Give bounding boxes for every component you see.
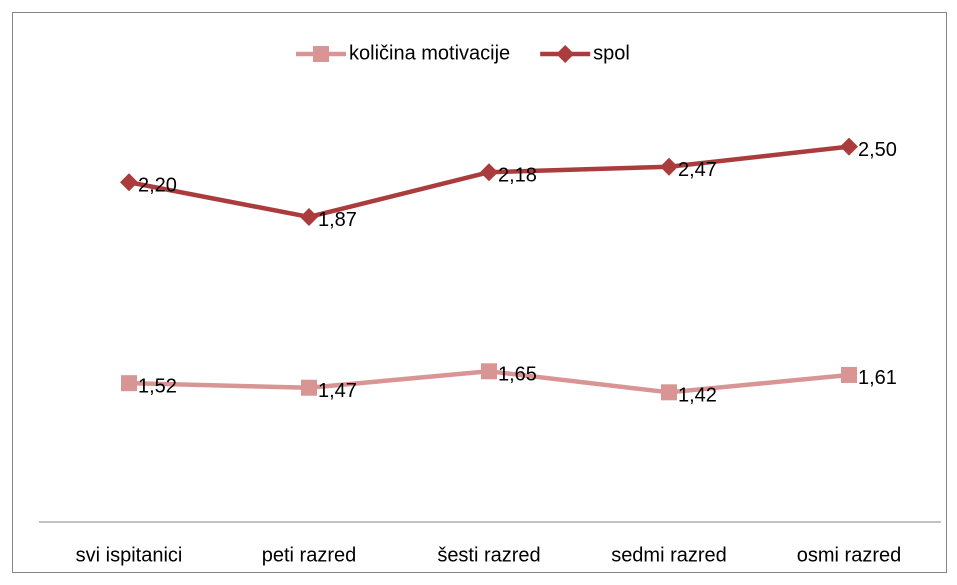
legend-marker: [313, 46, 329, 62]
data-label: 1,61: [858, 367, 897, 389]
data-point: [480, 163, 498, 182]
x-tick-label: svi ispitanici: [76, 544, 183, 566]
data-point: [121, 375, 137, 392]
data-label: 1,87: [318, 209, 357, 231]
data-point: [661, 384, 677, 401]
x-tick-label: sedmi razred: [611, 544, 727, 566]
legend-marker: [556, 45, 575, 63]
data-point: [660, 157, 678, 176]
data-point: [841, 366, 857, 383]
data-label: 2,18: [498, 164, 537, 186]
data-point: [301, 379, 317, 396]
data-label: 2,20: [138, 175, 177, 197]
data-point: [120, 173, 138, 192]
x-tick-label: šesti razred: [437, 544, 540, 566]
data-label: 2,47: [678, 159, 717, 181]
data-label: 1,52: [138, 375, 177, 397]
chart-border: [12, 12, 947, 573]
legend-label: spol: [593, 42, 630, 64]
legend-label: količina motivacije: [349, 42, 510, 64]
data-point: [481, 363, 497, 380]
data-label: 1,42: [678, 385, 717, 407]
data-label: 1,47: [318, 380, 357, 402]
x-tick-label: peti razred: [262, 544, 357, 566]
data-point: [840, 137, 858, 156]
data-label: 1,65: [498, 364, 537, 386]
x-tick-label: osmi razred: [797, 544, 901, 566]
data-point: [300, 207, 318, 226]
data-label: 2,50: [858, 139, 897, 161]
